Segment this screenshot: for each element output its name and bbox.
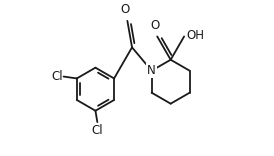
Text: O: O	[121, 3, 130, 16]
Text: O: O	[151, 19, 160, 32]
Text: Cl: Cl	[51, 70, 63, 83]
Text: OH: OH	[186, 29, 204, 42]
Text: Cl: Cl	[92, 124, 103, 137]
Text: N: N	[147, 64, 156, 77]
